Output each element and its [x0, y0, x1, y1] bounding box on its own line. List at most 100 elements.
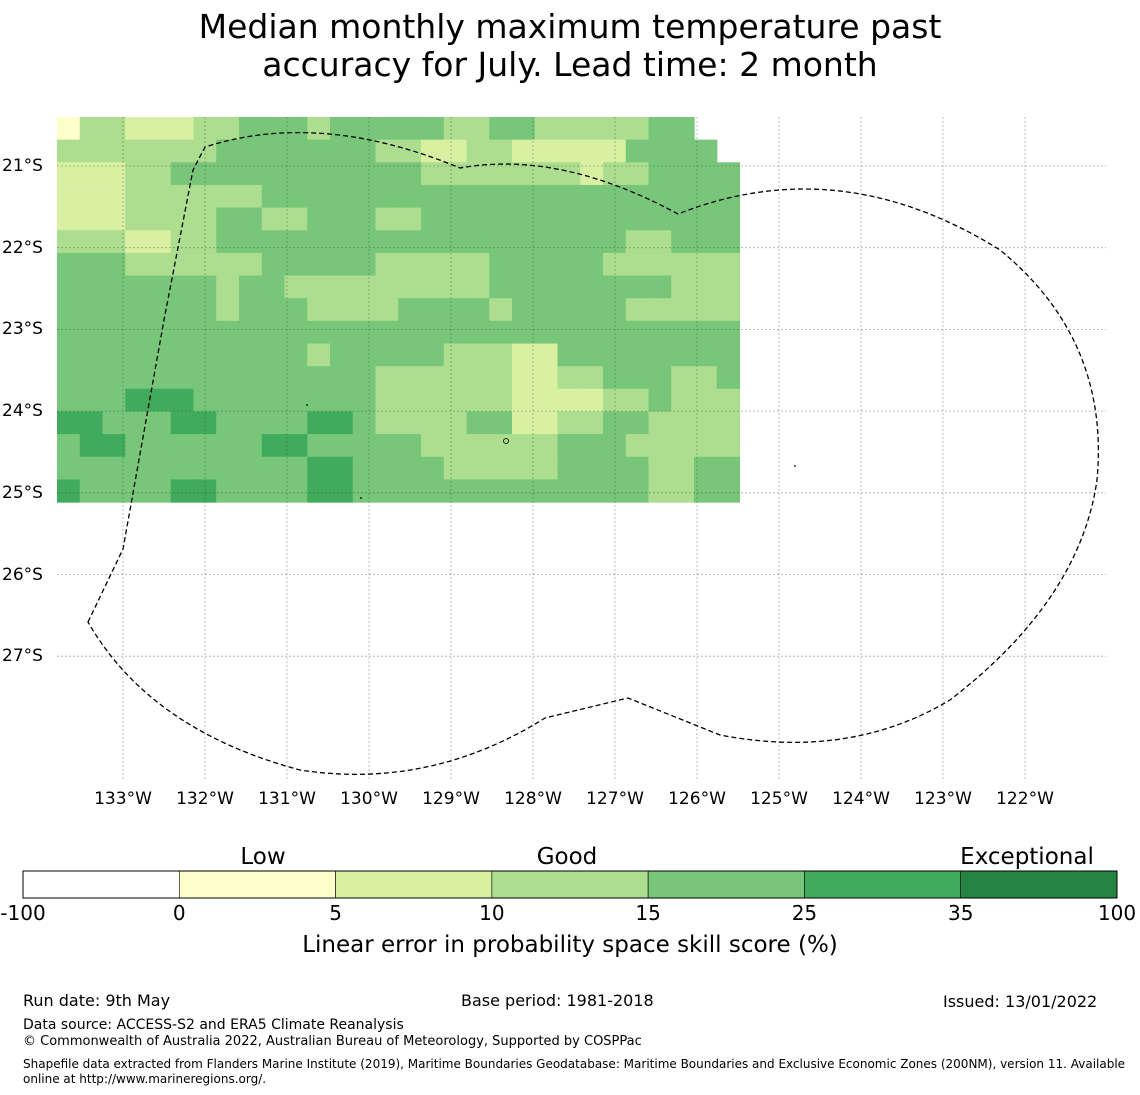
grid-cell [694, 411, 718, 435]
grid-cell [421, 320, 445, 345]
grid-cell [421, 343, 445, 367]
grid-cell [398, 230, 422, 254]
grid-cell [557, 162, 581, 186]
grid-cell [534, 479, 559, 503]
grid-cell [603, 388, 627, 413]
grid-cell [443, 230, 468, 254]
grid-cell [352, 434, 377, 458]
grid-cell [170, 184, 195, 209]
grid-cell [603, 162, 627, 186]
longitude-label: 125°W [750, 789, 808, 809]
grid-cell [603, 275, 627, 299]
grid-cell [307, 184, 331, 209]
grid-cell [694, 298, 718, 322]
grid-cell [125, 139, 149, 163]
grid-cell [284, 162, 308, 186]
grid-cell [534, 456, 559, 480]
grid-cell [148, 298, 172, 322]
grid-cell [671, 479, 695, 503]
grid-cell [261, 162, 286, 186]
grid-cell [648, 411, 672, 435]
grid-cell [580, 411, 604, 435]
grid-cell [375, 207, 399, 231]
grid-cell [102, 207, 126, 231]
grid-cell [284, 275, 308, 299]
grid-cell [398, 456, 422, 480]
grid-cell [671, 207, 695, 231]
grid-cell [79, 252, 104, 277]
grid-cell [557, 366, 581, 390]
grid-cell [716, 456, 741, 480]
grid-cell [443, 343, 468, 367]
grid-cell [170, 207, 195, 231]
grid-cell [648, 207, 672, 231]
grid-cell [375, 366, 399, 390]
grid-cell [534, 298, 559, 322]
grid-cell [79, 434, 104, 458]
grid-cell [421, 456, 445, 480]
grid-cell [352, 411, 377, 435]
grid-cell [170, 411, 195, 435]
grid-cell [671, 298, 695, 322]
grid-cell [57, 207, 81, 231]
grid-cell [512, 207, 536, 231]
grid-cell [398, 207, 422, 231]
grid-cell [148, 139, 172, 163]
grid-cell [512, 162, 536, 186]
grid-cell [352, 388, 377, 413]
grid-cell [284, 434, 308, 458]
grid-cell [330, 366, 354, 390]
grid-cell [352, 320, 377, 345]
grid-cell [193, 230, 217, 254]
grid-cell [671, 343, 695, 367]
longitude-label: 124°W [832, 789, 890, 809]
grid-cell [671, 117, 695, 141]
colorbar-bin [335, 870, 493, 899]
grid-cell [694, 275, 718, 299]
grid-cell [284, 298, 308, 322]
grid-cell [648, 456, 672, 480]
grid-cell [694, 320, 718, 345]
grid-cell [216, 230, 240, 254]
grid-cell [239, 388, 263, 413]
latitude-label: 26°S [2, 564, 43, 585]
issued-date: Issued: 13/01/2022 [943, 992, 1098, 1011]
grid-cell [307, 117, 331, 141]
grid-cell [603, 139, 627, 163]
grid-cell [443, 411, 468, 435]
base-period: Base period: 1981-2018 [461, 991, 654, 1010]
grid-cell [580, 139, 604, 163]
grid-cell [102, 479, 126, 503]
grid-cell [603, 207, 627, 231]
colorbar-bin [960, 870, 1118, 899]
grid-cell [79, 388, 104, 413]
grid-cell [170, 117, 195, 141]
grid-cell [170, 456, 195, 480]
grid-cell [512, 456, 536, 480]
grid-cell [557, 411, 581, 435]
grid-cell [671, 275, 695, 299]
grid-cell [102, 117, 126, 141]
grid-cell [239, 275, 263, 299]
grid-cell [79, 117, 104, 141]
grid-cell [534, 343, 559, 367]
grid-cell [284, 343, 308, 367]
grid-cell [307, 139, 331, 163]
grid-cell [421, 411, 445, 435]
grid-cell [512, 366, 536, 390]
grid-cell [512, 275, 536, 299]
grid-cell [79, 184, 104, 209]
grid-cell [489, 456, 513, 480]
grid-cell [216, 366, 240, 390]
grid-cell [148, 320, 172, 345]
grid-cell [694, 479, 718, 503]
grid-cell [193, 456, 217, 480]
grid-cell [148, 434, 172, 458]
grid-cell [330, 456, 354, 480]
colorbar-tick-label: 5 [329, 901, 342, 925]
grid-cell [603, 320, 627, 345]
grid-cell [193, 298, 217, 322]
grid-cell [125, 479, 149, 503]
grid-cell [125, 184, 149, 209]
grid-cell [216, 411, 240, 435]
